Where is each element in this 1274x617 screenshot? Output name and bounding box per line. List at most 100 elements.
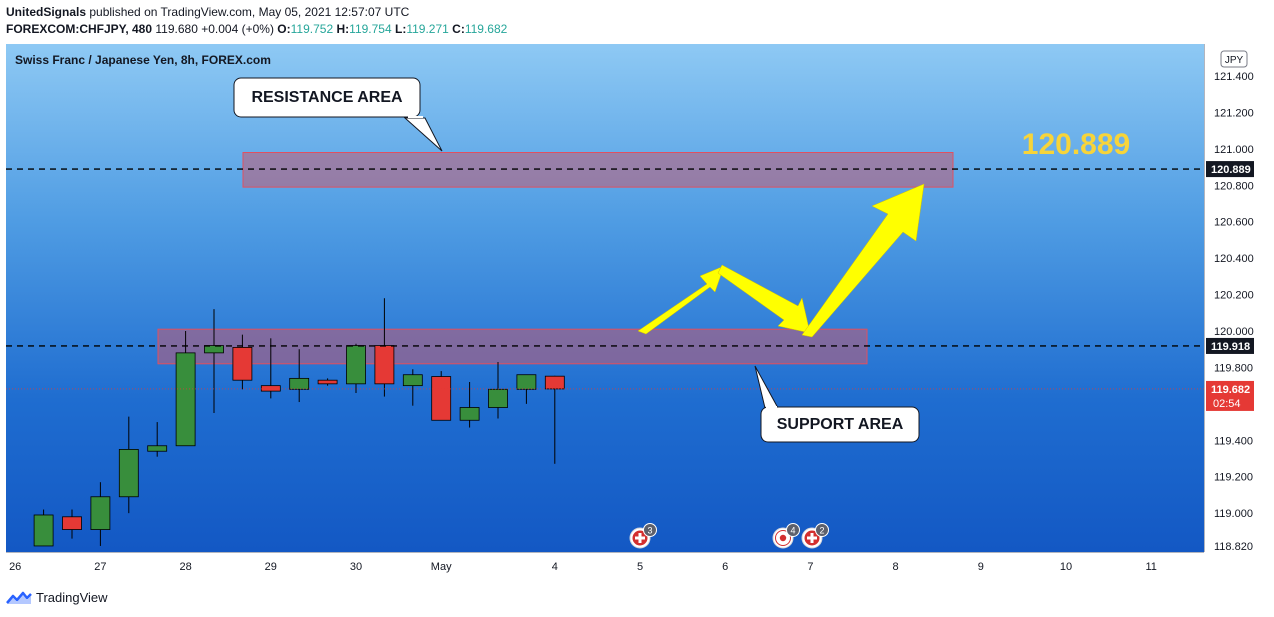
x-tick-label: 11 — [1145, 561, 1156, 573]
candle[interactable] — [544, 375, 565, 464]
current-price-tag-bg — [1206, 380, 1254, 411]
close-value: 119.682 — [464, 22, 508, 36]
y-tick-label: 119.000 — [1214, 508, 1253, 520]
candle-body — [374, 345, 395, 385]
close-label: C: — [452, 22, 465, 36]
candle[interactable] — [204, 309, 224, 413]
candle[interactable] — [431, 371, 452, 421]
publish-info: UnitedSignals published on TradingView.c… — [6, 5, 409, 19]
low-value: 119.271 — [406, 22, 449, 36]
candle[interactable] — [459, 382, 480, 428]
forecast-arrow-up-2 — [801, 183, 925, 338]
candle[interactable] — [62, 509, 82, 539]
x-tick-label: 9 — [978, 561, 984, 573]
y-tick-label: 120.000 — [1214, 326, 1254, 338]
candle-body — [62, 516, 82, 530]
target-price-tag: 120.889 — [1211, 164, 1251, 176]
candle[interactable] — [516, 374, 537, 404]
candle-body — [260, 385, 281, 392]
price-tags: 120.889 119.918 119.682 02:54 — [1206, 161, 1254, 411]
candle[interactable] — [488, 361, 508, 419]
open-label: O: — [277, 22, 291, 36]
candles-layer — [33, 298, 565, 547]
y-tick-label: 120.800 — [1214, 180, 1254, 192]
current-price-tag: 119.682 — [1211, 384, 1250, 396]
y-axis-labels: 121.400 121.200 121.000 120.800 120.600 120.4… — [1214, 71, 1254, 553]
x-tick-label: 26 — [9, 561, 21, 573]
zones-layer — [157, 152, 954, 365]
candle[interactable] — [374, 298, 395, 397]
event-badge[interactable]: 3 — [629, 523, 657, 549]
resistance-callout-tail — [403, 117, 443, 152]
event-badge[interactable]: 2 — [801, 523, 829, 549]
events-layer: 3 4 2 — [629, 523, 829, 549]
event-badge[interactable]: 4 — [772, 523, 800, 549]
candle[interactable] — [260, 338, 281, 399]
candle[interactable] — [90, 482, 111, 546]
chart-panel[interactable]: RESISTANCE AREA SUPPORT AREA 120.889 Swi… — [6, 44, 1270, 580]
target-price-text: 120.889 — [1022, 128, 1130, 161]
y-tick-label: 121.400 — [1214, 71, 1254, 83]
event-count: 3 — [647, 526, 652, 536]
candle-body — [204, 345, 224, 354]
x-axis-labels: 26 27 28 29 30 May 4 5 6 7 8 9 10 11 — [9, 561, 1157, 573]
plot-area[interactable] — [6, 44, 1204, 552]
candle-body — [175, 352, 196, 447]
x-tick-label: May — [431, 561, 452, 573]
y-tick-label: 120.200 — [1214, 290, 1254, 302]
currency-badge-label: JPY — [1225, 55, 1244, 66]
price-scale[interactable] — [1204, 44, 1270, 552]
author-name[interactable]: UnitedSignals — [6, 5, 87, 19]
symbol-label[interactable]: FOREXCOM:CHFJPY, 480 — [6, 22, 153, 36]
currency-badge[interactable]: JPY — [1220, 50, 1248, 68]
x-tick-label: 7 — [807, 561, 813, 573]
candle-body — [459, 407, 480, 421]
forecast-arrow-down — [717, 264, 811, 334]
y-tick-label: 120.600 — [1214, 217, 1254, 229]
candle-body — [232, 347, 253, 381]
y-tick-label: 118.820 — [1214, 541, 1253, 553]
chart-title: Swiss Franc / Japanese Yen, 8h, FOREX.co… — [15, 53, 271, 67]
resistance-label: RESISTANCE AREA — [251, 89, 403, 106]
candle-body — [488, 388, 508, 408]
candle-body — [402, 374, 423, 387]
countdown-timer: 02:54 — [1213, 398, 1241, 410]
support-price-tag-bg — [1206, 337, 1254, 354]
support-callout-box[interactable] — [760, 406, 920, 443]
resistance-callout-box[interactable] — [233, 77, 421, 118]
x-tick-label: 30 — [350, 561, 362, 573]
candle[interactable] — [289, 349, 310, 403]
candle[interactable] — [317, 378, 338, 386]
candle-body — [516, 374, 537, 390]
published-text: published on TradingView.com, May 05, 20… — [89, 5, 410, 19]
x-tick-label: 4 — [552, 561, 558, 573]
candle[interactable] — [118, 416, 139, 514]
candle[interactable] — [147, 422, 168, 457]
candle[interactable] — [402, 369, 423, 406]
high-label: H: — [336, 22, 350, 36]
candlestick-chart[interactable]: RESISTANCE AREA SUPPORT AREA 120.889 Swi… — [6, 44, 1269, 579]
candle-body — [33, 514, 54, 547]
support-callout-tail — [754, 365, 779, 409]
resistance-zone[interactable] — [242, 152, 954, 188]
candle-body — [118, 449, 139, 498]
y-tick-label: 119.200 — [1214, 472, 1253, 484]
tradingview-brand[interactable]: TradingView — [6, 590, 108, 605]
x-tick-label: 8 — [893, 561, 899, 573]
time-scale[interactable] — [6, 552, 1204, 580]
target-price-tag-bg — [1206, 161, 1254, 178]
x-tick-label: 28 — [179, 561, 191, 573]
low-label: L: — [395, 22, 407, 36]
y-tick-label: 121.000 — [1214, 144, 1254, 156]
candle[interactable] — [175, 331, 196, 447]
x-tick-label: 27 — [94, 561, 106, 573]
y-tick-label: 120.400 — [1214, 253, 1254, 265]
candle-body — [431, 376, 452, 421]
last-price: 119.680 — [155, 22, 198, 36]
x-tick-label: 5 — [637, 561, 643, 573]
ohlc-legend: FOREXCOM:CHFJPY, 480 119.680 +0.004 (+0%… — [6, 22, 507, 36]
candle[interactable] — [346, 343, 366, 393]
candle[interactable] — [33, 509, 54, 547]
change-value: +0.004 (+0%) — [201, 22, 274, 36]
candle[interactable] — [232, 334, 253, 390]
